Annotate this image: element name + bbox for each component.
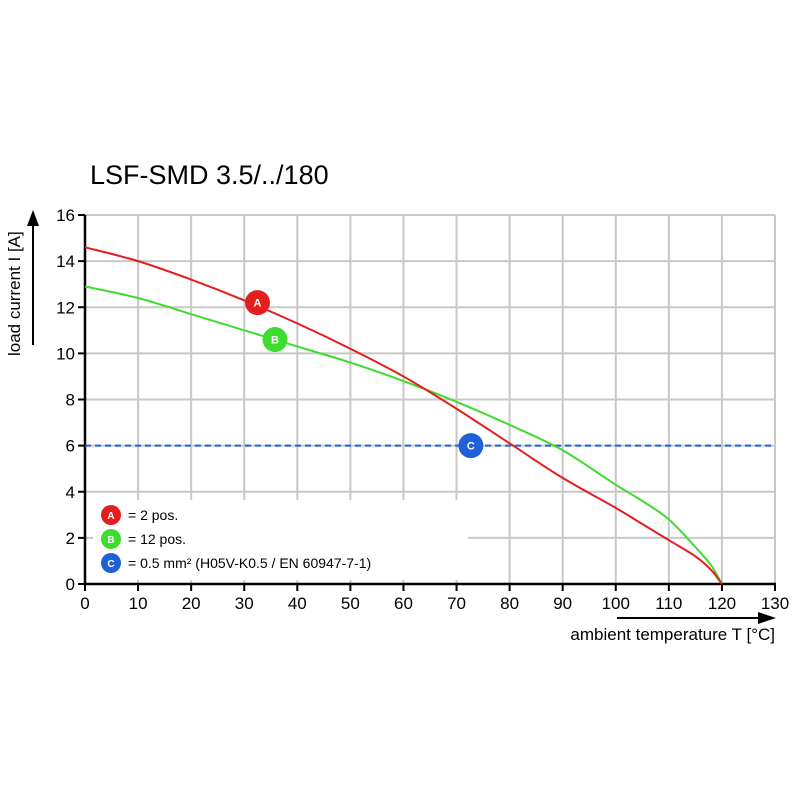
chart-title: LSF-SMD 3.5/../180 (90, 160, 329, 190)
x-tick-label: 110 (655, 594, 682, 613)
x-tick-label: 120 (708, 594, 736, 613)
legend-marker-letter: A (107, 511, 114, 522)
x-tick-label: 100 (602, 594, 630, 613)
series-marker-letter: C (467, 441, 475, 453)
legend-marker-letter: C (107, 559, 114, 570)
series-marker-a (245, 290, 270, 316)
x-tick-label: 0 (80, 594, 89, 613)
series-line-a (84, 246, 723, 585)
x-axis-arrow-head (758, 612, 776, 624)
x-tick-label: 90 (553, 594, 572, 613)
y-axis-arrow-head (27, 210, 39, 226)
x-tick-label: 80 (500, 594, 519, 613)
y-tick-label: 0 (66, 575, 75, 594)
x-tick-label: 10 (129, 594, 148, 613)
legend: A = 2 pos. B = 12 pos. C = 0.5 mm² (H05V-K0.5… (101, 505, 371, 573)
y-tick-label: 16 (56, 206, 75, 225)
x-axis-title: ambient temperature T [°C] (570, 625, 775, 644)
x-tick-label: 30 (235, 594, 254, 613)
legend-marker-b (101, 529, 121, 549)
y-tick-label: 10 (56, 344, 75, 363)
legend-box (93, 500, 468, 580)
series-marker-letter: B (271, 335, 279, 347)
y-tick-label: 8 (66, 391, 75, 410)
x-tick-label: 130 (761, 594, 789, 613)
x-tick-label: 50 (341, 594, 360, 613)
x-axis-title-group: ambient temperature T [°C] (570, 612, 776, 644)
series-group (84, 246, 775, 585)
series-marker-b (262, 327, 288, 353)
legend-marker-letter: B (107, 535, 114, 546)
y-axis-title: load current I [A] (5, 231, 24, 356)
legend-marker-c (101, 553, 121, 573)
y-tick-label: 4 (66, 483, 75, 502)
series-markers: A B C (245, 290, 484, 459)
tick-labels: 0 10 20 30 40 50 60 70 80 90 100 110 120 130 0 2 4 6 8 10 12… (56, 206, 789, 613)
y-axis-title-group: load current I [A] (5, 210, 39, 356)
x-tick-label: 40 (288, 594, 307, 613)
series-line-b (84, 285, 723, 585)
legend-text: = 12 pos. (128, 531, 186, 547)
y-tick-label: 2 (66, 529, 75, 548)
x-tick-label: 70 (447, 594, 466, 613)
series-marker-letter: A (254, 298, 262, 310)
series-marker-c (458, 433, 484, 459)
axes (78, 214, 776, 591)
x-tick-label: 60 (394, 594, 413, 613)
y-tick-label: 14 (56, 252, 75, 271)
y-tick-label: 12 (56, 298, 75, 317)
legend-text: = 2 pos. (128, 507, 178, 523)
y-tick-label: 6 (66, 437, 75, 456)
legend-text: = 0.5 mm² (H05V-K0.5 / EN 60947-7-1) (128, 555, 371, 571)
legend-background (93, 500, 468, 580)
legend-marker-a (101, 505, 121, 525)
x-tick-label: 20 (182, 594, 201, 613)
